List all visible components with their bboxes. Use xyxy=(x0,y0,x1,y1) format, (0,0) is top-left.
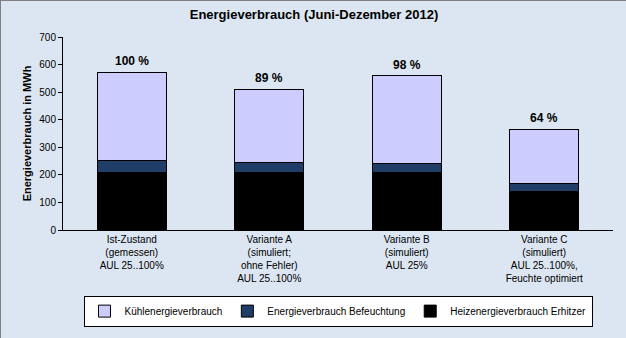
svg-text:500: 500 xyxy=(39,87,56,98)
svg-text:Energieverbrauch Befeuchtung: Energieverbrauch Befeuchtung xyxy=(267,306,405,317)
svg-text:64 %: 64 % xyxy=(530,111,558,125)
svg-text:Energieverbrauch (Juni-Dezembe: Energieverbrauch (Juni-Dezember 2012) xyxy=(190,7,439,22)
svg-text:89 %: 89 % xyxy=(255,71,283,85)
svg-text:100: 100 xyxy=(39,197,56,208)
svg-text:Kühlenergieverbrauch: Kühlenergieverbrauch xyxy=(125,306,223,317)
svg-text:300: 300 xyxy=(39,142,56,153)
svg-text:100 %: 100 % xyxy=(115,54,149,68)
svg-text:Variante B(simuliert)AUL 25%: Variante B(simuliert)AUL 25% xyxy=(384,234,430,271)
svg-text:Heizenergieverbrauch Erhitzer: Heizenergieverbrauch Erhitzer xyxy=(450,306,586,317)
svg-text:400: 400 xyxy=(39,114,56,125)
svg-text:Ist-Zustand(gemessen)AUL 25..1: Ist-Zustand(gemessen)AUL 25..100% xyxy=(100,234,164,271)
svg-text:Energieverbrauch in MWh: Energieverbrauch in MWh xyxy=(21,65,33,201)
svg-text:0: 0 xyxy=(50,225,56,236)
svg-text:700: 700 xyxy=(39,32,56,43)
svg-text:Variante C(simuliert)AUL 25..1: Variante C(simuliert)AUL 25..100%,Feucht… xyxy=(506,234,583,284)
svg-text:98 %: 98 % xyxy=(393,58,421,72)
svg-text:600: 600 xyxy=(39,59,56,70)
svg-text:Variante A(simuliert;ohne Fehl: Variante A(simuliert;ohne Fehler)AUL 25.… xyxy=(237,234,301,284)
svg-text:200: 200 xyxy=(39,169,56,180)
